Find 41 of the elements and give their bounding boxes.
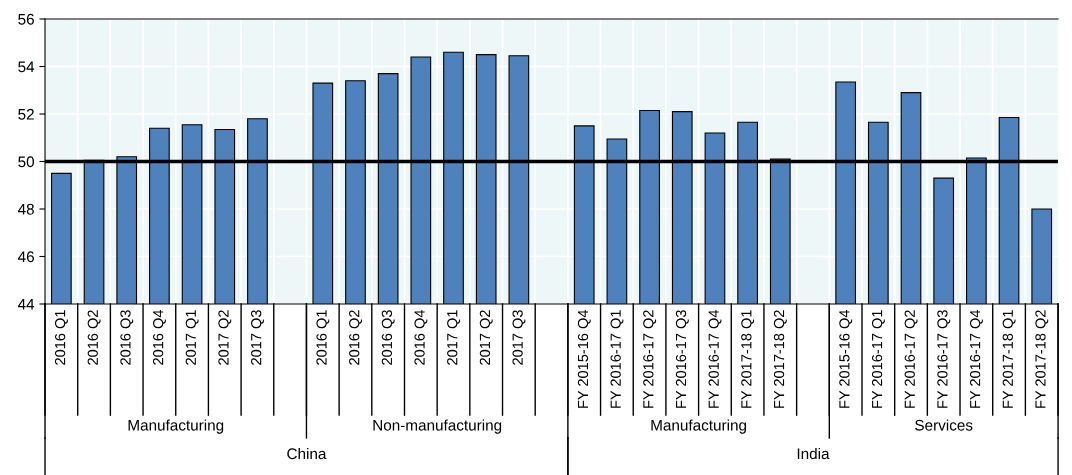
y-tick-label: 44	[17, 299, 35, 310]
y-tick-label: 56	[18, 13, 34, 25]
x-tick-label: FY 2016-17 Q1	[871, 310, 885, 408]
x-tick-label: FY 2017-18 Q1	[1002, 310, 1016, 408]
x-tick-label: FY 2016-17 Q4	[708, 309, 722, 408]
x-tick-label: FY 2015-16 Q4	[839, 309, 853, 408]
x-tick-label: 2017 Q2	[218, 310, 232, 365]
x-tick-label: 2016 Q4	[152, 309, 166, 365]
x-tick-label: 2016 Q3	[381, 310, 395, 365]
x-tick-label: 2017 Q1	[447, 310, 461, 365]
x-tick-label: FY 2017-18 Q2	[773, 310, 787, 408]
x-tick-label: FY 2017-18 Q1	[741, 310, 755, 408]
text: Manufacturing	[128, 419, 224, 434]
text: China	[287, 447, 327, 460]
text: Non-manufacturing	[373, 419, 502, 434]
text: India	[797, 447, 830, 460]
x-tick-label: 2017 Q2	[479, 310, 493, 365]
x-tick-label: FY 2016-17 Q1	[610, 310, 624, 408]
text: Services	[915, 419, 973, 431]
y-tick-label: 50	[18, 156, 35, 168]
x-tick-label: FY 2016-17 Q2	[643, 310, 657, 408]
x-tick-label: 2016 Q1	[316, 310, 330, 365]
x-tick-label: 2016 Q3	[120, 310, 134, 365]
y-tick-label: 48	[17, 203, 34, 215]
x-tick-label: FY 2016-17 Q4	[969, 309, 983, 408]
x-tick-label: FY 2016-17 Q2	[904, 310, 918, 408]
x-tick-label: 2016 Q4	[414, 309, 428, 365]
x-tick-label: FY 2016-17 Q3	[937, 310, 951, 408]
y-tick-label: 52	[18, 108, 34, 120]
x-tick-label: 2017 Q1	[185, 310, 199, 365]
x-tick-label: FY 2016-17 Q3	[675, 310, 689, 408]
x-tick-label: FY 2017-18 Q2	[1035, 310, 1049, 408]
x-tick-label: 2016 Q2	[87, 310, 101, 365]
x-tick-label: 2016 Q1	[54, 310, 68, 365]
text: Manufacturing	[651, 419, 747, 434]
x-tick-label: 2017 Q3	[512, 310, 526, 365]
x-tick-label: FY 2015-16 Q4	[577, 309, 591, 408]
x-tick-label: 2017 Q3	[251, 310, 264, 365]
y-tick-label: 46	[17, 251, 34, 263]
y-tick-label: 54	[18, 61, 35, 73]
x-tick-label: 2016 Q2	[349, 310, 362, 365]
